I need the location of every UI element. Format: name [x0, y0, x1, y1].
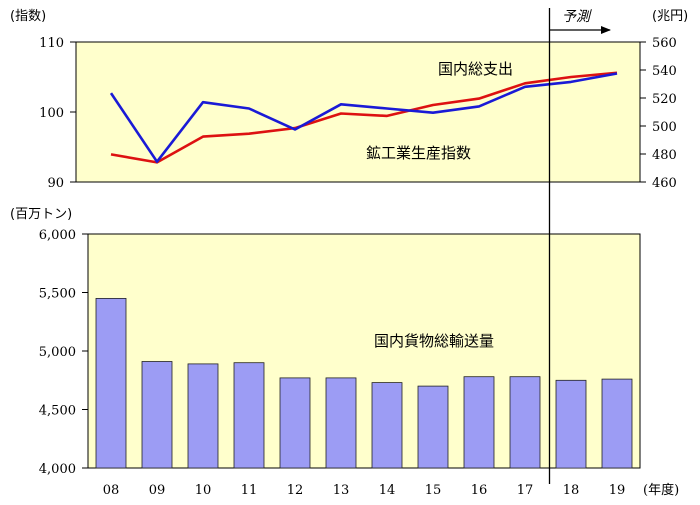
top-plot-area [75, 41, 641, 183]
freight-bar [141, 361, 173, 469]
right-axis-unit: (兆円) [652, 9, 688, 24]
x-tick-label: 15 [425, 483, 442, 498]
x-axis-labels: 08 09 10 11 12 13 14 15 16 17 18 19 [103, 483, 626, 498]
right-tick-label: 540 [652, 64, 677, 79]
forecast-label: 予測 [562, 9, 592, 25]
forecast-marker: 予測 [548, 8, 611, 484]
bottom-axis-unit: (百万トン) [10, 207, 72, 222]
x-axis-unit: (年度) [643, 482, 679, 498]
x-tick-label: 18 [563, 483, 580, 498]
bottom-plot-area [87, 233, 641, 469]
freight-bar [187, 363, 219, 469]
right-tick-label: 460 [652, 176, 677, 191]
x-tick-label: 17 [517, 483, 534, 498]
x-tick-label: 09 [149, 483, 166, 498]
freight-bar [555, 379, 587, 469]
top-right-axis-ticks: 460 480 500 520 540 560 [640, 36, 677, 191]
industrial-index-series-label: 鉱工業生産指数 [366, 144, 471, 162]
freight-bar [509, 376, 541, 469]
left-tick-label: 110 [39, 36, 64, 51]
freight-bars [95, 297, 633, 469]
x-tick-label: 16 [471, 483, 488, 498]
right-tick-label: 560 [652, 36, 677, 51]
freight-bar [279, 377, 311, 469]
freight-bar [463, 376, 495, 469]
left-tick-label: 100 [39, 106, 64, 121]
x-tick-label: 13 [333, 483, 350, 498]
right-tick-label: 480 [652, 148, 677, 163]
right-tick-label: 500 [652, 120, 677, 135]
right-tick-label: 520 [652, 92, 677, 107]
freight-bar [417, 385, 449, 469]
x-tick-label: 11 [241, 483, 258, 498]
bottom-axis-ticks: 4,000 4,500 5,000 5,500 6,000 [39, 228, 88, 477]
bottom-tick-label: 6,000 [39, 228, 76, 243]
left-axis-unit: (指数) [10, 9, 46, 24]
bottom-tick-label: 4,000 [39, 462, 76, 477]
freight-bar [233, 362, 265, 469]
freight-bar [371, 382, 403, 469]
top-left-axis-ticks: 90 100 110 [39, 36, 76, 191]
bottom-tick-label: 5,000 [39, 345, 76, 360]
gdp-line [110, 71, 618, 164]
x-tick-label: 14 [379, 483, 396, 498]
x-tick-label: 19 [609, 483, 626, 498]
left-tick-label: 90 [47, 176, 64, 191]
freight-bar [325, 377, 357, 469]
freight-bar [601, 378, 633, 469]
freight-bar [95, 297, 127, 469]
x-tick-label: 10 [195, 483, 212, 498]
bottom-tick-label: 4,500 [39, 404, 76, 419]
gdp-series-label: 国内総支出 [438, 60, 513, 78]
x-tick-label: 12 [287, 483, 304, 498]
top-panel: (指数) (兆円) 90 100 110 460 480 500 520 540 560 国内… [10, 9, 688, 191]
freight-series-label: 国内貨物総輸送量 [374, 332, 494, 350]
x-tick-label: 08 [103, 483, 120, 498]
industrial-index-line [109, 72, 618, 163]
bottom-tick-label: 5,500 [39, 287, 76, 302]
top-series-lines [109, 71, 618, 164]
bottom-panel: (百万トン) 4,000 4,500 5,000 5,500 6,000 08 09 10 1… [10, 207, 679, 498]
